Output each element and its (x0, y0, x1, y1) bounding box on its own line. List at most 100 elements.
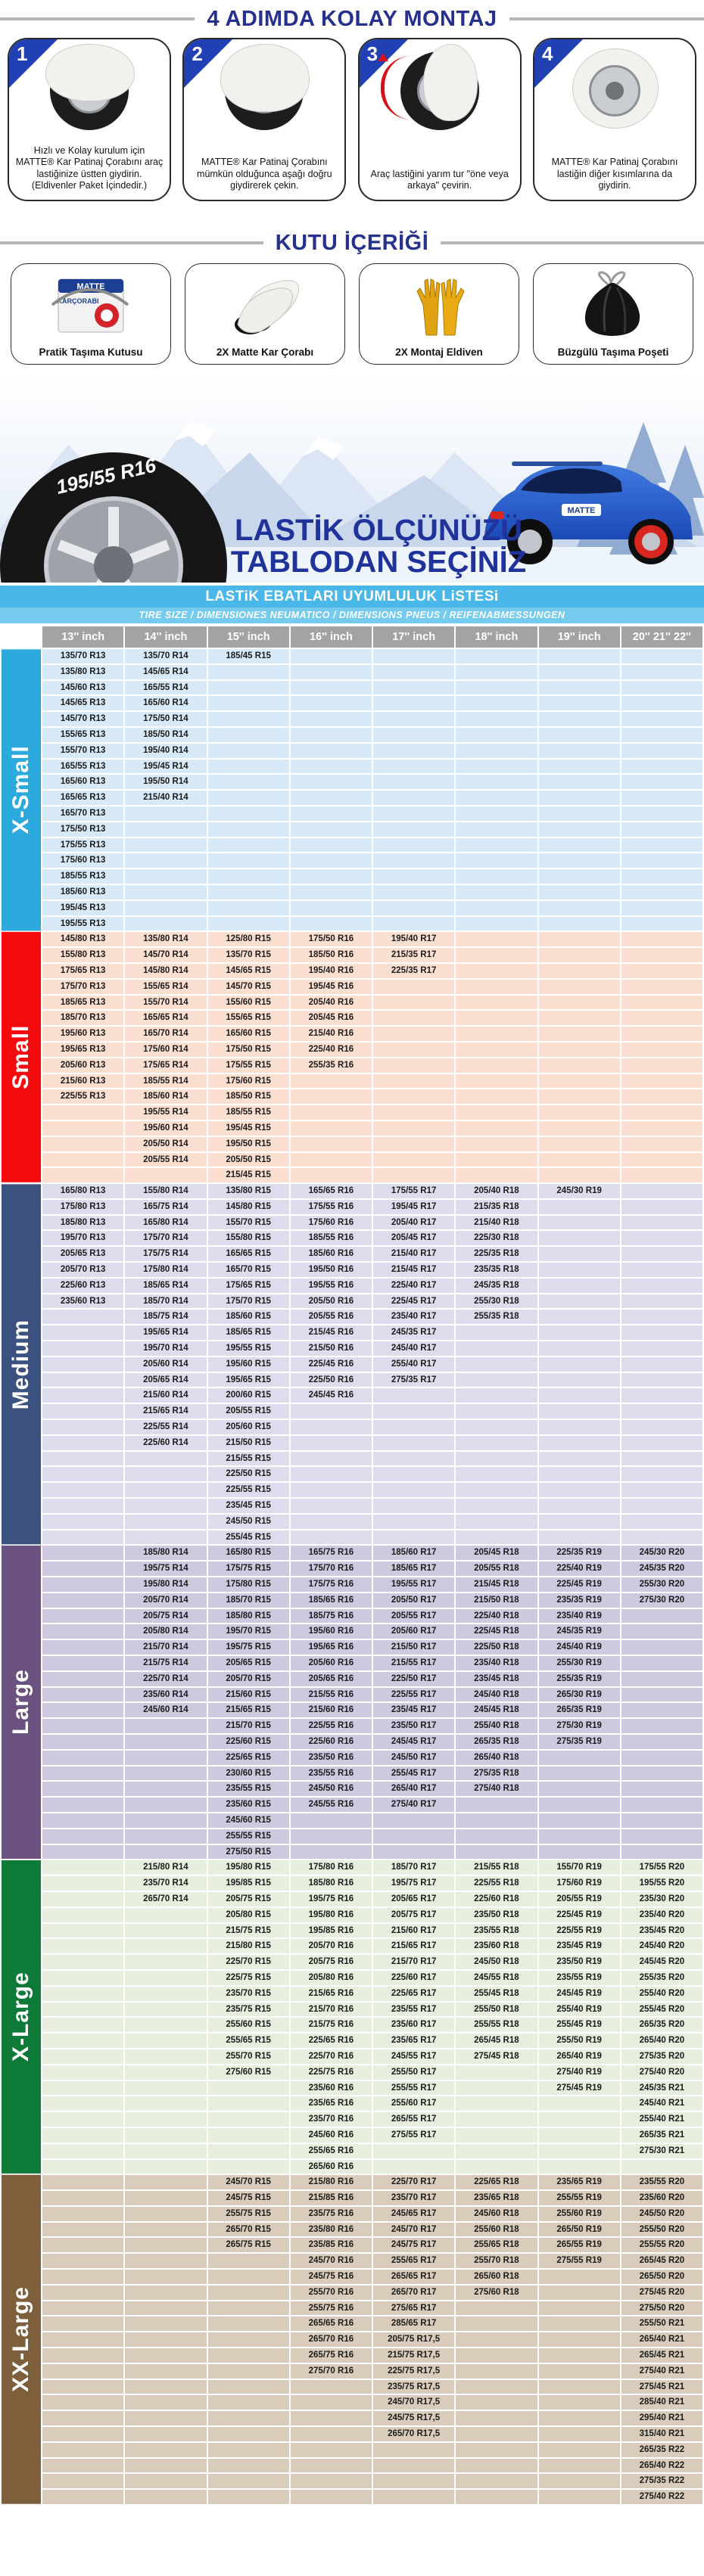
tire-size-cell: 245/45 R18 (456, 1703, 537, 1718)
tire-size-cell: 225/75 R15 (207, 1970, 289, 1985)
tire-size-cell: 275/40 R20 (621, 2065, 702, 2080)
tire-size-cell (373, 2474, 455, 2489)
tire-size-cell: 195/65 R15 (207, 1372, 289, 1387)
box-item-caption: Büzgülü Taşıma Poşeti (557, 346, 669, 358)
tire-size-cell (538, 2301, 620, 2316)
tire-size-cell (125, 1499, 207, 1513)
tire-size-cell: 185/60 R15 (207, 1310, 289, 1325)
tire-size-cell (456, 822, 537, 837)
tire-size-cell (373, 2159, 455, 2174)
tire-size-cell (125, 2159, 207, 2174)
tire-size-cell: 245/35 R18 (456, 1278, 537, 1293)
tire-size-cell (456, 1813, 537, 1828)
tire-size-cell: 255/60 R17 (373, 2096, 455, 2111)
tire-size-cell (456, 727, 537, 742)
tire-size-cell: 145/70 R15 (207, 979, 289, 994)
tire-size-cell: 165/60 R13 (42, 775, 124, 790)
tire-size-cell: 205/70 R14 (125, 1593, 207, 1608)
drawstring-bag-icon (534, 270, 693, 340)
tire-size-cell (538, 2348, 620, 2363)
tire-size-cell: 165/65 R13 (42, 791, 124, 805)
tire-size-cell: 195/80 R14 (125, 1577, 207, 1592)
tire-size-cell (42, 1671, 124, 1686)
tire-size-cell (456, 2458, 537, 2473)
tire-size-cell (290, 791, 372, 805)
tire-size-cell (538, 1483, 620, 1498)
tire-size-cell: 175/55 R17 (373, 1184, 455, 1198)
tire-size-cell (125, 2379, 207, 2394)
tire-size-cell: 255/75 R15 (207, 2206, 289, 2221)
tire-size-cell (456, 649, 537, 663)
tire-size-cell (456, 2301, 537, 2316)
tire-size-cell (456, 900, 537, 915)
tire-size-cell: 145/65 R14 (125, 664, 207, 679)
tire-size-cell (290, 1844, 372, 1860)
tire-size-cell (621, 1184, 702, 1198)
tire-size-cell (42, 2018, 124, 2033)
tire-size-cell (621, 1231, 702, 1246)
tire-size-cell: 235/70 R14 (125, 1876, 207, 1891)
tire-size-cell (373, 1074, 455, 1089)
tire-size-cell (42, 2159, 124, 2174)
tire-size-cell: 215/70 R16 (290, 2002, 372, 2017)
tire-size-cell (621, 664, 702, 679)
tire-size-cell (538, 2474, 620, 2489)
tire-size-cell: 205/45 R16 (290, 1011, 372, 1026)
tire-size-cell: 195/50 R16 (290, 1263, 372, 1277)
tire-size-cell (373, 853, 455, 869)
tire-size-cell (42, 2191, 124, 2205)
tire-size-cell (125, 2002, 207, 2017)
tire-size-cell (456, 1483, 537, 1498)
tire-size-cell: 215/50 R18 (456, 1593, 537, 1608)
tire-size-cell: 225/55 R16 (290, 1719, 372, 1733)
tire-size-cell (207, 2458, 289, 2473)
tire-size-cell (290, 1467, 372, 1482)
tire-size-cell: 275/35 R22 (621, 2474, 702, 2489)
tire-size-cell: 205/70 R15 (207, 1671, 289, 1686)
tire-size-cell (456, 1120, 537, 1136)
tire-size-cell: 205/75 R17,5 (373, 2332, 455, 2348)
tire-size-cell: 255/50 R20 (621, 2222, 702, 2237)
tire-rotate-arrow-icon (360, 44, 520, 132)
tire-size-cell (456, 1530, 537, 1545)
tire-size-cell: 225/40 R19 (538, 1561, 620, 1577)
tire-size-cell: 205/55 R18 (456, 1561, 537, 1577)
tire-size-cell: 245/50 R15 (207, 1514, 289, 1529)
tire-size-cell: 205/65 R17 (373, 1891, 455, 1906)
tire-size-cell: 265/65 R16 (290, 2317, 372, 2332)
tire-size-cell (621, 1089, 702, 1105)
tire-size-cell (42, 1435, 124, 1450)
tire-size-cell: 235/65 R19 (538, 2175, 620, 2190)
tire-size-cell (373, 1042, 455, 1057)
tire-size-cell (621, 1671, 702, 1686)
tire-size-cell: 125/80 R15 (207, 932, 289, 947)
tire-size-cell (42, 1876, 124, 1891)
tire-size-cell (456, 1042, 537, 1057)
tire-size-cell (42, 1923, 124, 1938)
tire-size-cell (456, 916, 537, 931)
tire-size-cell (373, 1420, 455, 1434)
tire-size-cell: 195/45 R14 (125, 759, 207, 774)
tire-size-cell (290, 2411, 372, 2426)
tire-size-cell: 275/35 R20 (621, 2049, 702, 2064)
tire-size-cell (42, 1656, 124, 1670)
tire-size-cell (538, 1247, 620, 1262)
tire-size-cell (538, 696, 620, 711)
tire-size-cell (290, 1420, 372, 1434)
tire-size-cell (456, 995, 537, 1010)
tire-size-cell: 235/70 R15 (207, 1986, 289, 2001)
tire-size-cell: 175/60 R19 (538, 1876, 620, 1891)
tire-size-cell: 225/75 R16 (290, 2065, 372, 2080)
tire-size-cell: 165/75 R16 (290, 1546, 372, 1561)
tire-size-cell (207, 2348, 289, 2363)
tire-size-cell (42, 2427, 124, 2441)
tire-size-cell: 185/45 R15 (207, 649, 289, 663)
tire-size-cell (42, 1152, 124, 1167)
tire-size-cell: 255/65 R18 (456, 2238, 537, 2253)
tire-size-cell: 195/60 R14 (125, 1120, 207, 1136)
tire-size-cell (373, 1451, 455, 1466)
tire-size-cell (456, 853, 537, 869)
tire-size-cell: 145/70 R13 (42, 712, 124, 726)
tire-size-cell (207, 2096, 289, 2111)
steps-title: 4 ADIMDA KOLAY MONTAJ (195, 5, 509, 33)
